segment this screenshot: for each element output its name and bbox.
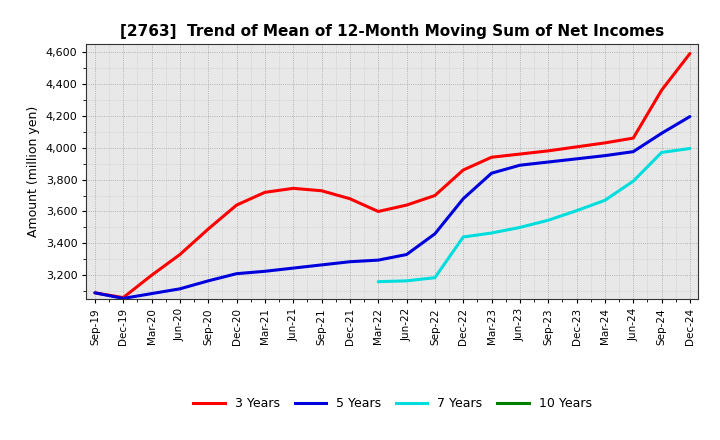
5 Years — [233, 271, 241, 276]
5 Years — [346, 259, 354, 264]
3 Years — [685, 51, 694, 56]
3 Years — [233, 202, 241, 208]
3 Years — [544, 148, 552, 154]
5 Years — [261, 269, 269, 274]
Title: [2763]  Trend of Mean of 12-Month Moving Sum of Net Incomes: [2763] Trend of Mean of 12-Month Moving … — [120, 24, 665, 39]
5 Years — [572, 156, 581, 161]
5 Years — [431, 231, 439, 236]
Legend: 3 Years, 5 Years, 7 Years, 10 Years: 3 Years, 5 Years, 7 Years, 10 Years — [188, 392, 597, 415]
5 Years — [91, 290, 99, 296]
5 Years — [600, 153, 609, 158]
7 Years — [374, 279, 382, 284]
5 Years — [204, 278, 212, 283]
3 Years — [176, 252, 184, 257]
3 Years — [516, 151, 524, 157]
5 Years — [459, 196, 467, 202]
3 Years — [459, 167, 467, 172]
Y-axis label: Amount (million yen): Amount (million yen) — [27, 106, 40, 237]
3 Years — [402, 202, 411, 208]
5 Years — [544, 159, 552, 165]
5 Years — [516, 162, 524, 168]
5 Years — [289, 265, 297, 271]
5 Years — [318, 262, 326, 268]
3 Years — [629, 136, 637, 141]
7 Years — [685, 146, 694, 151]
5 Years — [685, 114, 694, 119]
5 Years — [402, 252, 411, 257]
3 Years — [431, 193, 439, 198]
5 Years — [487, 171, 496, 176]
7 Years — [544, 218, 552, 223]
7 Years — [516, 225, 524, 230]
7 Years — [487, 231, 496, 236]
5 Years — [657, 131, 666, 136]
3 Years — [600, 140, 609, 146]
7 Years — [431, 275, 439, 280]
3 Years — [487, 154, 496, 160]
3 Years — [657, 88, 666, 93]
3 Years — [148, 273, 156, 278]
7 Years — [629, 179, 637, 184]
3 Years — [572, 144, 581, 150]
5 Years — [374, 257, 382, 263]
3 Years — [204, 226, 212, 231]
5 Years — [119, 296, 127, 301]
Line: 7 Years: 7 Years — [378, 148, 690, 282]
Line: 5 Years: 5 Years — [95, 117, 690, 298]
5 Years — [629, 149, 637, 154]
7 Years — [657, 150, 666, 155]
7 Years — [459, 235, 467, 240]
3 Years — [119, 295, 127, 300]
5 Years — [176, 286, 184, 291]
7 Years — [402, 278, 411, 283]
Line: 3 Years: 3 Years — [95, 54, 690, 297]
5 Years — [148, 291, 156, 296]
3 Years — [346, 196, 354, 202]
3 Years — [261, 190, 269, 195]
7 Years — [572, 208, 581, 213]
3 Years — [289, 186, 297, 191]
3 Years — [374, 209, 382, 214]
7 Years — [600, 198, 609, 203]
3 Years — [91, 290, 99, 296]
3 Years — [318, 188, 326, 194]
